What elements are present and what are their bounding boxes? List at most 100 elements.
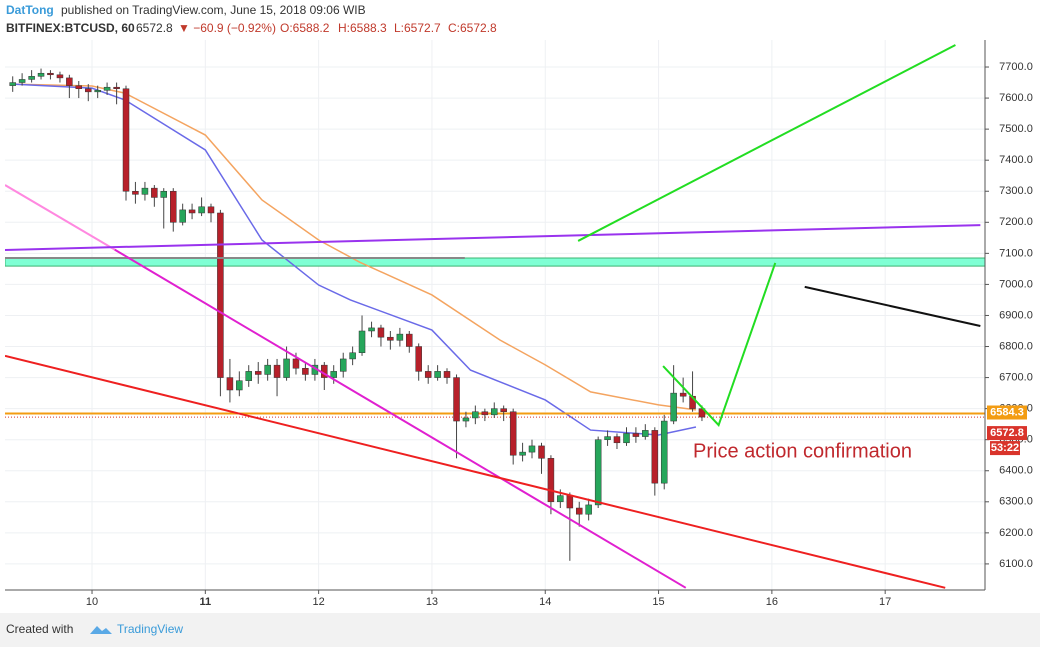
candle-body (396, 333, 404, 341)
open: O:6588.2 (280, 21, 330, 35)
candle-body (519, 451, 526, 456)
trend-line (577, 44, 956, 242)
y-tick-label: 6800.0 (999, 340, 1033, 352)
y-tick-label: 7300.0 (999, 185, 1033, 197)
trend-line (5, 224, 981, 251)
change: ▼ −60.9 (−0.92%) (178, 21, 276, 35)
candle-body (330, 371, 337, 378)
candle-body (226, 377, 234, 391)
candle-body (66, 77, 73, 86)
candle-body (377, 327, 385, 338)
candle-body (415, 346, 422, 372)
y-tick-label: 7600.0 (999, 92, 1033, 104)
y-tick-label: 7400.0 (999, 154, 1033, 166)
published: published on TradingView.com, June 15, 2… (61, 3, 366, 17)
candle-body (160, 190, 167, 198)
trend-line (804, 285, 981, 328)
x-tick-label: 14 (539, 596, 551, 608)
candle-body (122, 88, 130, 192)
plot-area (5, 40, 985, 590)
y-tick-label: 6900.0 (999, 309, 1033, 321)
candle-body (292, 358, 300, 369)
y-tick-label: 7500.0 (999, 123, 1033, 135)
close: C:6572.8 (448, 21, 497, 35)
candle-body (642, 430, 649, 437)
candle-body (113, 86, 120, 90)
footer (0, 613, 1040, 647)
y-tick-label: 6200.0 (999, 527, 1033, 539)
y-tick-label: 6700.0 (999, 371, 1033, 383)
candle-body (217, 212, 224, 378)
candle-body (283, 358, 290, 378)
candle-body (132, 190, 139, 195)
price-label-box (987, 405, 1027, 420)
candle-body (179, 209, 186, 223)
y-tick-label: 6400.0 (999, 465, 1033, 477)
candle-body (85, 88, 92, 93)
candle-body (9, 82, 16, 86)
candle-body (462, 417, 470, 422)
candle-body (47, 72, 54, 76)
candle-body (28, 76, 35, 80)
price-label-box (987, 426, 1027, 441)
trend-line (114, 248, 687, 589)
candle-body (613, 436, 621, 444)
x-tick-label: 12 (313, 596, 325, 608)
footer-brand: TradingView (117, 622, 183, 636)
candle-body (424, 371, 432, 378)
candle-body (198, 206, 205, 214)
candle-body (623, 433, 630, 444)
candle-body (500, 408, 507, 412)
candle-body (453, 377, 460, 422)
price-label: 6572.8 (990, 427, 1024, 439)
y-tick-label: 6300.0 (999, 496, 1033, 508)
candle-body (37, 72, 45, 77)
candle-body (566, 495, 574, 509)
candle-body (170, 190, 177, 223)
author: DatTong (6, 3, 54, 17)
candle-body (575, 507, 583, 515)
candle-body (472, 411, 479, 419)
candle-body (604, 436, 611, 440)
countdown-box (990, 441, 1020, 456)
candle-body (632, 433, 640, 437)
y-tick-label: 7000.0 (999, 278, 1033, 290)
candle-body (509, 411, 517, 456)
x-tick-label: 13 (426, 596, 438, 608)
candle-body (358, 330, 366, 353)
candle-body (18, 79, 26, 83)
candle-body (207, 206, 215, 214)
x-tick-label: 10 (86, 596, 98, 608)
candle-body (387, 336, 394, 341)
candle-body (141, 187, 149, 195)
candle-body (103, 86, 111, 91)
y-tick-label: 7700.0 (999, 61, 1033, 73)
candle-body (481, 411, 489, 416)
trend-line (662, 262, 777, 427)
candle-body (94, 90, 101, 93)
candle-body (660, 420, 668, 484)
candle-body (651, 430, 659, 484)
trend-line (5, 184, 116, 251)
symbol: BITFINEX:BTCUSD, 60 (6, 21, 135, 35)
low: L:6572.7 (394, 21, 441, 35)
last-price: 6572.8 (136, 21, 173, 35)
candle-body (339, 358, 347, 372)
candle-body (491, 408, 498, 416)
candle-body (538, 445, 545, 459)
y-tick-label: 7200.0 (999, 216, 1033, 228)
annotation: Price action confirmation (693, 440, 912, 462)
zone (5, 257, 985, 267)
candle-body (557, 495, 564, 503)
x-tick-label: 11 (200, 596, 212, 608)
candle-body (188, 209, 196, 214)
countdown: 53:22 (991, 442, 1019, 454)
candle-body (585, 504, 592, 515)
candle-body (528, 445, 536, 453)
candle-body (75, 85, 83, 90)
footer-created: Created with (6, 622, 73, 636)
candle-body (349, 352, 356, 360)
candle-body (679, 392, 687, 397)
